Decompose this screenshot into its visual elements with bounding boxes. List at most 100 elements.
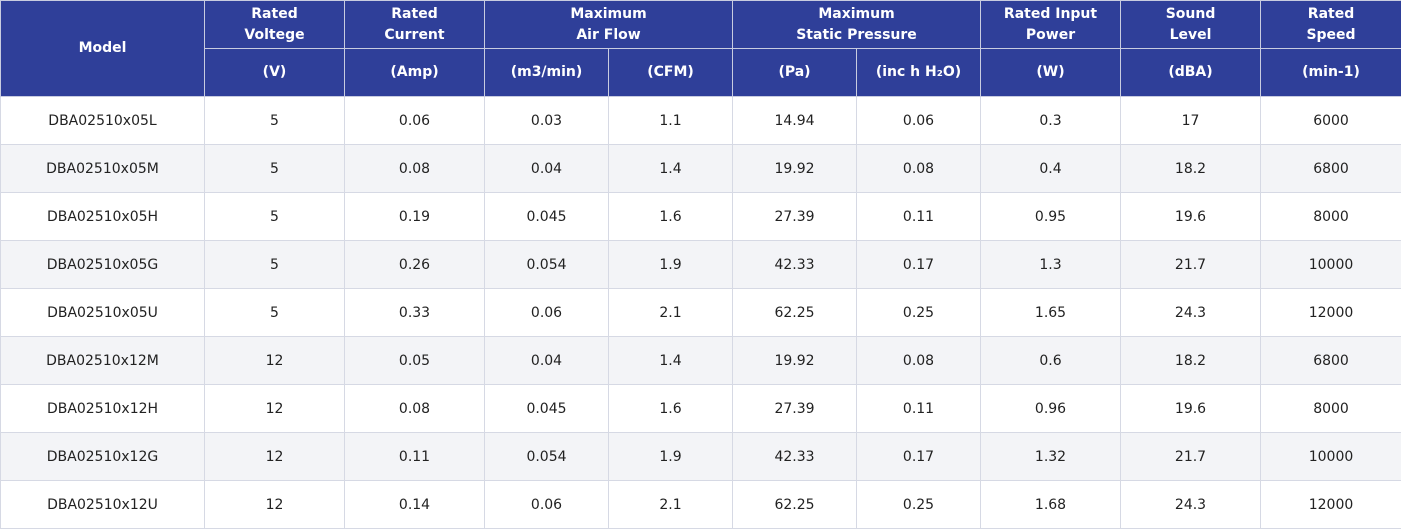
cell-model: DBA02510x12G — [0, 432, 205, 481]
cell-air-flow-m3min: 0.045 — [484, 384, 609, 433]
unit-sound: (dBA) — [1120, 48, 1262, 97]
cell-sound: 24.3 — [1120, 480, 1262, 529]
header-line: Level — [1169, 26, 1212, 43]
cell-air-flow-cfm: 1.9 — [607, 240, 734, 289]
cell-speed: 10000 — [1260, 432, 1401, 481]
table-row: DBA02510x05L 5 0.06 0.03 1.1 14.94 0.06 0.3 17 60… — [0, 96, 1401, 145]
unit-pressure-pa: (Pa) — [732, 48, 858, 97]
cell-air-flow-cfm: 1.4 — [607, 336, 734, 385]
cell-voltage: 12 — [204, 336, 345, 385]
cell-model: DBA02510x05H — [0, 192, 205, 241]
unit-voltage: (V) — [204, 48, 345, 97]
cell-speed: 6800 — [1260, 144, 1401, 193]
header-row-units: (V) (Amp) (m3/min) (CFM) (Pa) (inc h H₂O… — [1, 48, 1401, 97]
header-rated-input-power: Rated Input Power — [980, 0, 1122, 49]
cell-air-flow-cfm: 1.9 — [607, 432, 734, 481]
cell-air-flow-m3min: 0.03 — [484, 96, 609, 145]
header-line: Power — [1025, 26, 1076, 43]
cell-air-flow-cfm: 1.1 — [607, 96, 734, 145]
cell-pressure-inch-h2o: 0.17 — [856, 240, 982, 289]
table-row: DBA02510x05M 5 0.08 0.04 1.4 19.92 0.08 0.4 18.2… — [0, 144, 1401, 193]
cell-power: 0.4 — [980, 144, 1122, 193]
cell-power: 0.96 — [980, 384, 1122, 433]
unit-air-flow-cfm: (CFM) — [607, 48, 734, 97]
header-line: Current — [384, 26, 445, 43]
table-header: Model Rated Voltege Rated Current Maximum A… — [0, 0, 1401, 97]
header-rated-speed: Rated Speed — [1260, 0, 1401, 49]
cell-pressure-inch-h2o: 0.11 — [856, 192, 982, 241]
cell-current: 0.08 — [344, 384, 485, 433]
header-line: Air Flow — [576, 26, 641, 43]
cell-air-flow-m3min: 0.04 — [484, 336, 609, 385]
unit-current: (Amp) — [344, 48, 485, 97]
cell-pressure-pa: 62.25 — [732, 480, 858, 529]
cell-power: 0.95 — [980, 192, 1122, 241]
cell-sound: 21.7 — [1120, 432, 1262, 481]
cell-speed: 8000 — [1260, 192, 1401, 241]
cell-power: 0.6 — [980, 336, 1122, 385]
cell-voltage: 12 — [204, 384, 345, 433]
cell-current: 0.11 — [344, 432, 485, 481]
header-line: Rated — [251, 5, 298, 22]
cell-sound: 24.3 — [1120, 288, 1262, 337]
cell-air-flow-m3min: 0.04 — [484, 144, 609, 193]
table-row: DBA02510x12H 12 0.08 0.045 1.6 27.39 0.11 0.96 1… — [0, 384, 1401, 433]
table-body: DBA02510x05L 5 0.06 0.03 1.1 14.94 0.06 0.3 17 60… — [0, 96, 1401, 529]
cell-model: DBA02510x05L — [0, 96, 205, 145]
header-line: Rated — [391, 5, 438, 22]
cell-model: DBA02510x12M — [0, 336, 205, 385]
cell-power: 0.3 — [980, 96, 1122, 145]
cell-air-flow-cfm: 2.1 — [607, 480, 734, 529]
cell-pressure-inch-h2o: 0.08 — [856, 144, 982, 193]
cell-power: 1.3 — [980, 240, 1122, 289]
cell-power: 1.68 — [980, 480, 1122, 529]
cell-current: 0.08 — [344, 144, 485, 193]
cell-air-flow-m3min: 0.054 — [484, 432, 609, 481]
cell-model: DBA02510x05U — [0, 288, 205, 337]
cell-voltage: 5 — [204, 96, 345, 145]
header-model: Model — [0, 0, 205, 97]
cell-current: 0.33 — [344, 288, 485, 337]
cell-speed: 6800 — [1260, 336, 1401, 385]
cell-voltage: 12 — [204, 480, 345, 529]
cell-pressure-pa: 62.25 — [732, 288, 858, 337]
header-rated-current: Rated Current — [344, 0, 485, 49]
cell-sound: 17 — [1120, 96, 1262, 145]
cell-current: 0.14 — [344, 480, 485, 529]
table-row: DBA02510x05G 5 0.26 0.054 1.9 42.33 0.17 1.3 21.… — [0, 240, 1401, 289]
cell-voltage: 5 — [204, 144, 345, 193]
cell-sound: 19.6 — [1120, 384, 1262, 433]
cell-air-flow-m3min: 0.06 — [484, 480, 609, 529]
cell-pressure-pa: 42.33 — [732, 240, 858, 289]
cell-model: DBA02510x12H — [0, 384, 205, 433]
cell-power: 1.65 — [980, 288, 1122, 337]
cell-sound: 19.6 — [1120, 192, 1262, 241]
table-row: DBA02510x05U 5 0.33 0.06 2.1 62.25 0.25 1.65 24.… — [0, 288, 1401, 337]
cell-pressure-inch-h2o: 0.11 — [856, 384, 982, 433]
cell-speed: 10000 — [1260, 240, 1401, 289]
header-line: Speed — [1306, 26, 1356, 43]
cell-pressure-pa: 14.94 — [732, 96, 858, 145]
cell-voltage: 5 — [204, 240, 345, 289]
cell-pressure-inch-h2o: 0.25 — [856, 480, 982, 529]
cell-air-flow-cfm: 1.4 — [607, 144, 734, 193]
cell-speed: 8000 — [1260, 384, 1401, 433]
table-row: DBA02510x05H 5 0.19 0.045 1.6 27.39 0.11 0.95 19… — [0, 192, 1401, 241]
table-row: DBA02510x12U 12 0.14 0.06 2.1 62.25 0.25 1.68 24… — [0, 480, 1401, 529]
cell-current: 0.06 — [344, 96, 485, 145]
cell-sound: 18.2 — [1120, 336, 1262, 385]
cell-voltage: 5 — [204, 288, 345, 337]
cell-current: 0.05 — [344, 336, 485, 385]
cell-model: DBA02510x12U — [0, 480, 205, 529]
header-max-static-pressure: Maximum Static Pressure — [732, 0, 982, 49]
cell-pressure-inch-h2o: 0.25 — [856, 288, 982, 337]
header-rated-voltage: Rated Voltege — [204, 0, 345, 49]
cell-current: 0.19 — [344, 192, 485, 241]
cell-pressure-pa: 19.92 — [732, 144, 858, 193]
cell-pressure-pa: 27.39 — [732, 192, 858, 241]
cell-pressure-inch-h2o: 0.17 — [856, 432, 982, 481]
unit-power: (W) — [980, 48, 1122, 97]
cell-pressure-inch-h2o: 0.06 — [856, 96, 982, 145]
cell-sound: 21.7 — [1120, 240, 1262, 289]
